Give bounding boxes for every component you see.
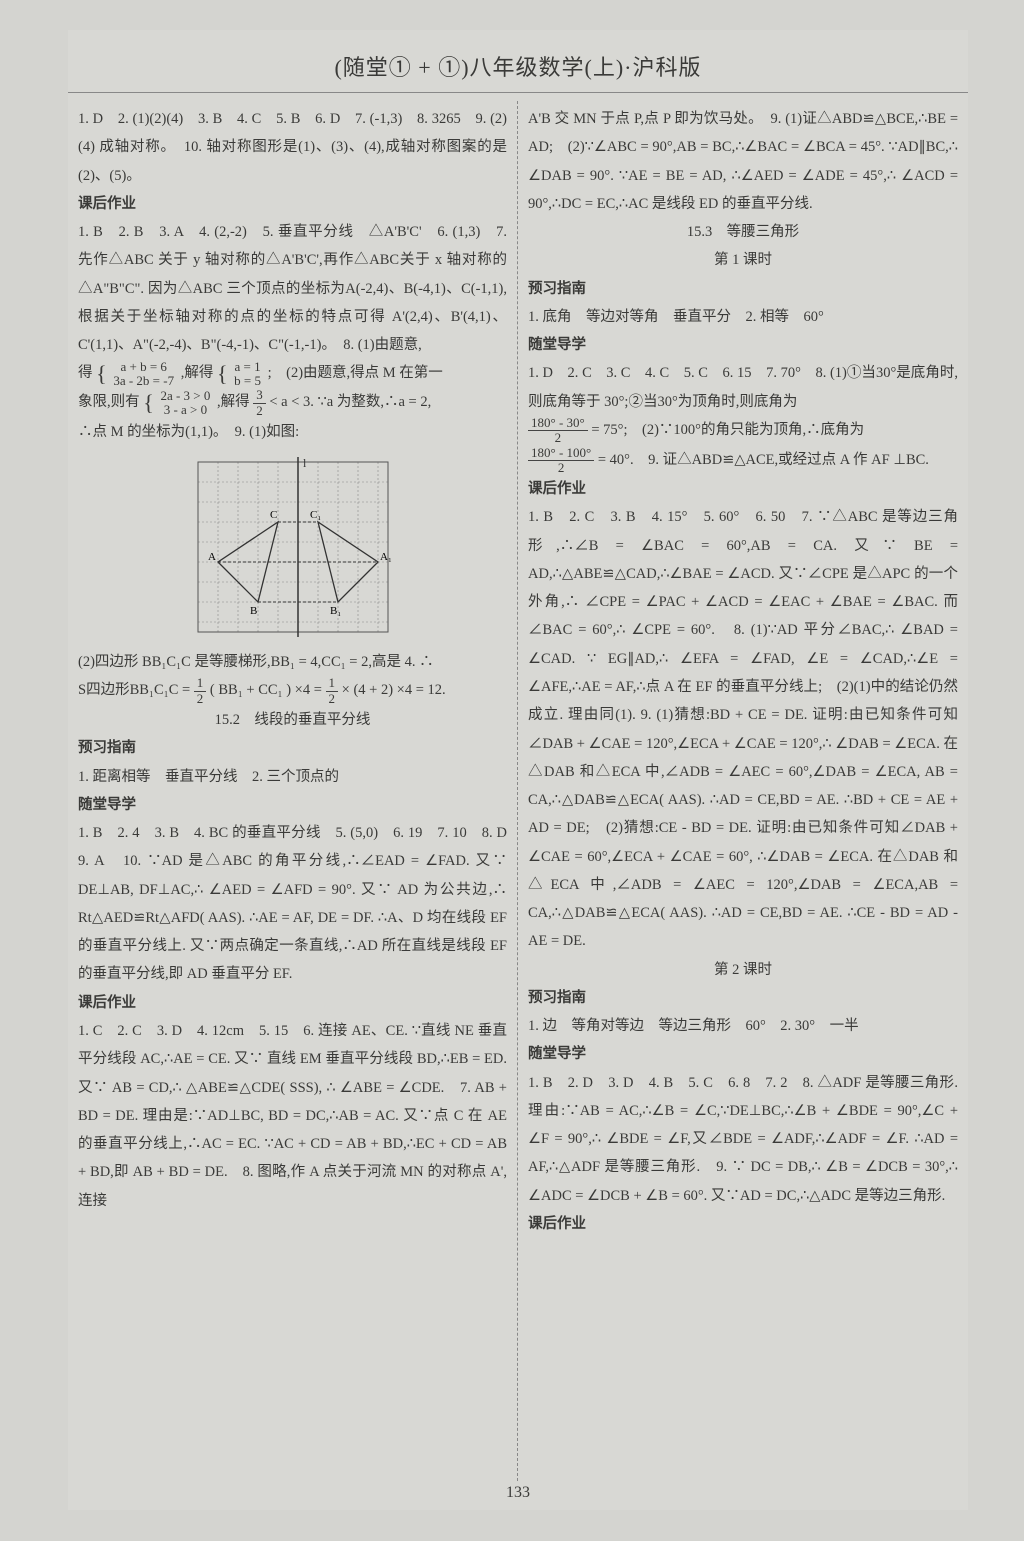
brace-icon: { <box>217 364 228 384</box>
heading: 第 2 课时 <box>528 956 958 984</box>
label-l: l <box>303 456 307 470</box>
right-column: A'B 交 MN 于点 P,点 P 即为饮马处。 9. (1)证△ABD≌△BC… <box>518 101 968 1481</box>
text-block: 1. D 2. C 3. C 4. C 5. C 6. 15 7. 70° 8.… <box>528 359 958 416</box>
num: 180° - 100° <box>528 446 594 461</box>
num: 180° - 30° <box>528 416 588 431</box>
fraction: 180° - 30° 2 <box>528 416 588 446</box>
eq: 3a - 2b = -7 <box>110 374 177 388</box>
text-block: ∴点 M 的坐标为(1,1)。 9. (1)如图: <box>78 418 507 446</box>
system: a = 1 b = 5 <box>231 360 264 389</box>
heading: 课后作业 <box>528 475 958 503</box>
text-block: A'B 交 MN 于点 P,点 P 即为饮马处。 9. (1)证△ABD≌△BC… <box>528 105 958 218</box>
txt: × (4 + 2) ×4 = 12. <box>342 683 446 699</box>
page-number: 133 <box>68 1484 968 1502</box>
heading: 课后作业 <box>78 989 507 1017</box>
eq: a = 1 <box>231 360 264 374</box>
equation-line: 180° - 30° 2 = 75°; (2)∵100°的角只能为顶角,∴底角为 <box>528 416 958 446</box>
text-block: 1. B 2. B 3. A 4. (2,-2) 5. 垂直平分线 △A'B'C… <box>78 218 507 359</box>
num: 1 <box>194 676 207 691</box>
text-block: 1. 边 等角对等边 等边三角形 60° 2. 30° 一半 <box>528 1012 958 1040</box>
txt: 象限,则有 <box>78 394 140 410</box>
txt: ,解得 <box>217 394 250 410</box>
system: a + b = 6 3a - 2b = -7 <box>110 360 177 389</box>
text-block: 1. B 2. D 3. D 4. B 5. C 6. 8 7. 2 8. △A… <box>528 1069 958 1210</box>
txt: < a < 3. ∵a 为整数,∴a = 2, <box>269 394 431 410</box>
label: C <box>270 509 277 521</box>
system: 2a - 3 > 0 3 - a > 0 <box>157 389 213 418</box>
heading: 15.2 线段的垂直平分线 <box>78 706 507 734</box>
label: B <box>250 605 257 617</box>
text-block: 1. D 2. (1)(2)(4) 3. B 4. C 5. B 6. D 7.… <box>78 105 507 190</box>
txt: ,解得 <box>181 365 214 381</box>
txt: = 40°. 9. 证△ABD≌△ACE,或经过点 A 作 AF ⊥BC. <box>598 452 929 468</box>
den: 2 <box>528 461 594 475</box>
eq: 2a - 3 > 0 <box>157 389 213 403</box>
heading: 预习指南 <box>528 275 958 303</box>
label: A₁ <box>380 551 392 563</box>
text-block: 1. C 2. C 3. D 4. 12cm 5. 15 6. 连接 AE、CE… <box>78 1017 507 1215</box>
txt: ( BB₁ + CC₁ ) ×4 = <box>210 683 326 699</box>
content-columns: 1. D 2. (1)(2)(4) 3. B 4. C 5. B 6. D 7.… <box>68 101 968 1481</box>
eq: b = 5 <box>231 374 264 388</box>
heading: 15.3 等腰三角形 <box>528 218 958 246</box>
fraction: 3 2 <box>253 388 266 418</box>
text-block: 1. B 2. C 3. B 4. 15° 5. 60° 6. 50 7. ∵△… <box>528 503 958 955</box>
page: (随堂① + ①)八年级数学(上)·沪科版 1. D 2. (1)(2)(4) … <box>68 30 968 1510</box>
eq: 3 - a > 0 <box>157 403 213 417</box>
grid-diagram: l C C₁ A A₁ B B₁ <box>188 452 398 642</box>
text-block: 1. B 2. 4 3. B 4. BC 的垂直平分线 5. (5,0) 6. … <box>78 819 507 989</box>
brace-icon: { <box>143 393 154 413</box>
text-block: 1. 底角 等边对等角 垂直平分 2. 相等 60° <box>528 303 958 331</box>
heading: 课后作业 <box>528 1210 958 1238</box>
label: B₁ <box>330 605 341 617</box>
equation-line: 象限,则有 { 2a - 3 > 0 3 - a > 0 ,解得 3 2 < a… <box>78 388 507 418</box>
txt: 得 <box>78 365 93 381</box>
text-block: (2)四边形 BB₁C₁C 是等腰梯形,BB₁ = 4,CC₁ = 2,高是 4… <box>78 648 507 676</box>
fraction: 1 2 <box>194 676 207 706</box>
txt: ; (2)由题意,得点 M 在第一 <box>268 365 443 381</box>
label: A <box>208 551 216 563</box>
heading: 课后作业 <box>78 190 507 218</box>
num: 3 <box>253 388 266 403</box>
label: C₁ <box>310 509 321 521</box>
page-header: (随堂① + ①)八年级数学(上)·沪科版 <box>68 30 968 93</box>
brace-icon: { <box>96 364 107 384</box>
txt: = 75°; (2)∵100°的角只能为顶角,∴底角为 <box>591 422 864 438</box>
den: 2 <box>253 404 266 418</box>
den: 2 <box>528 431 588 445</box>
fraction: 180° - 100° 2 <box>528 446 594 476</box>
heading: 随堂导学 <box>528 331 958 359</box>
heading: 随堂导学 <box>78 791 507 819</box>
heading: 第 1 课时 <box>528 246 958 274</box>
text-block: 1. 距离相等 垂直平分线 2. 三个顶点的 <box>78 763 507 791</box>
equation-line: S四边形BB₁C₁C = 1 2 ( BB₁ + CC₁ ) ×4 = 1 2 … <box>78 676 507 706</box>
heading: 预习指南 <box>78 734 507 762</box>
left-column: 1. D 2. (1)(2)(4) 3. B 4. C 5. B 6. D 7.… <box>68 101 518 1481</box>
fraction: 1 2 <box>326 676 339 706</box>
num: 1 <box>326 676 339 691</box>
equation-line: 180° - 100° 2 = 40°. 9. 证△ABD≌△ACE,或经过点 … <box>528 446 958 476</box>
heading: 预习指南 <box>528 984 958 1012</box>
txt: S四边形BB₁C₁C = <box>78 683 194 699</box>
heading: 随堂导学 <box>528 1040 958 1068</box>
den: 2 <box>194 692 207 706</box>
equation-line: 得 { a + b = 6 3a - 2b = -7 ,解得 { a = 1 b… <box>78 359 507 388</box>
den: 2 <box>326 692 339 706</box>
eq: a + b = 6 <box>110 360 177 374</box>
